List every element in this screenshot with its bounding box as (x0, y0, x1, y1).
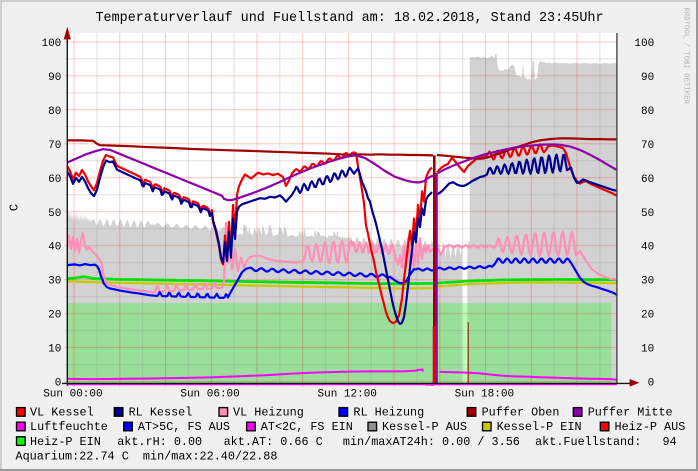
svg-text:Puffer Mitte: Puffer Mitte (588, 406, 673, 420)
svg-text:VL Kessel: VL Kessel (30, 406, 94, 420)
svg-text:90: 90 (641, 72, 654, 84)
svg-text:40: 40 (48, 242, 61, 254)
svg-text:Sun 18:00: Sun 18:00 (455, 389, 514, 401)
svg-text:10: 10 (48, 344, 61, 356)
svg-text:VL Heizung: VL Heizung (233, 406, 304, 420)
svg-text:20: 20 (48, 310, 61, 322)
svg-text:Heiz-P AUS: Heiz-P AUS (615, 420, 686, 434)
svg-text:30: 30 (641, 276, 654, 288)
svg-text:akt.Fuellstand: 94: akt.Fuellstand: 94 (535, 435, 677, 449)
svg-text:Sun 06:00: Sun 06:00 (180, 389, 239, 401)
svg-text:40: 40 (641, 242, 654, 254)
svg-text:RL Kessel: RL Kessel (129, 406, 193, 420)
svg-text:50: 50 (48, 208, 61, 220)
svg-text:70: 70 (641, 140, 654, 152)
svg-text:60: 60 (641, 174, 654, 186)
svg-text:RRDTOOL / TOBI OETIKER: RRDTOOL / TOBI OETIKER (682, 8, 690, 105)
svg-text:min/maxAT24h: 0.00 / 3.56: min/maxAT24h: 0.00 / 3.56 (343, 435, 520, 449)
svg-text:Kessel-P EIN: Kessel-P EIN (497, 420, 582, 434)
svg-text:Luftfeuchte: Luftfeuchte (30, 420, 108, 434)
svg-text:Sun 12:00: Sun 12:00 (318, 389, 377, 401)
svg-text:Puffer Oben: Puffer Oben (482, 406, 560, 420)
svg-text:RL Heizung: RL Heizung (353, 406, 424, 420)
svg-text:Aquarium:22.74 C min/max:22.4: Aquarium:22.74 C min/max:22.40/22.88 (16, 449, 278, 463)
svg-text:90: 90 (48, 72, 61, 84)
svg-text:0: 0 (648, 378, 655, 390)
svg-text:20: 20 (641, 310, 654, 322)
svg-text:80: 80 (48, 106, 61, 118)
svg-text:Temperaturverlauf und Fuellsta: Temperaturverlauf und Fuellstand am: 18.… (95, 11, 603, 26)
svg-text:akt.rH: 0.00: akt.rH: 0.00 (117, 435, 202, 449)
svg-text:100: 100 (41, 38, 61, 50)
svg-text:70: 70 (48, 140, 61, 152)
svg-text:Heiz-P EIN: Heiz-P EIN (30, 435, 101, 449)
svg-text:akt.AT: 0.66 C: akt.AT: 0.66 C (224, 435, 323, 449)
svg-text:Kessel-P AUS: Kessel-P AUS (382, 420, 467, 434)
svg-text:0: 0 (55, 378, 62, 390)
svg-text:Sun 00:00: Sun 00:00 (43, 389, 102, 401)
svg-text:100: 100 (634, 38, 654, 50)
svg-text:AT>5C, FS AUS: AT>5C, FS AUS (138, 420, 230, 434)
svg-text:10: 10 (641, 344, 654, 356)
svg-text:50: 50 (641, 208, 654, 220)
svg-text:30: 30 (48, 276, 61, 288)
svg-text:60: 60 (48, 174, 61, 186)
svg-text:C: C (7, 204, 21, 211)
svg-text:AT<2C, FS EIN: AT<2C, FS EIN (261, 420, 353, 434)
svg-text:80: 80 (641, 106, 654, 118)
